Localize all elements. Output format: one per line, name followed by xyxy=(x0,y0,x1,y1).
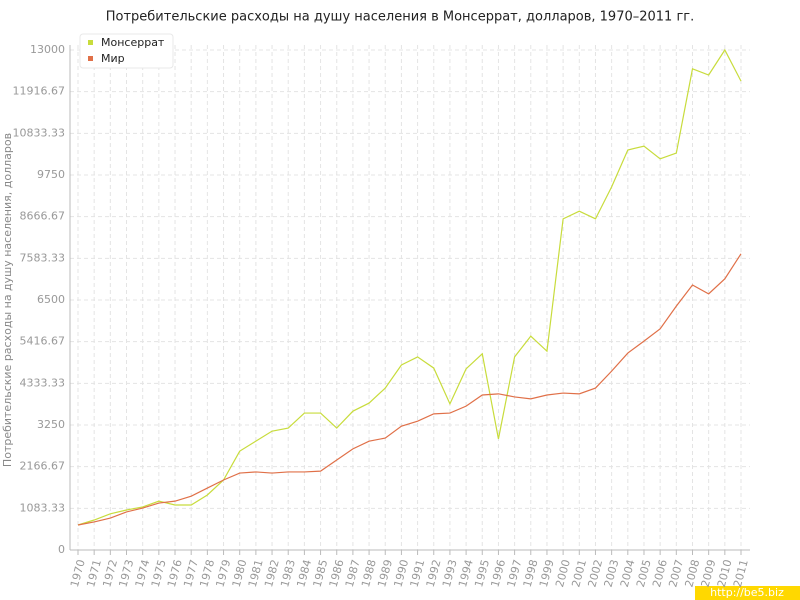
y-tick-label: 2166.67 xyxy=(20,460,66,473)
legend-label: Монсеррат xyxy=(101,36,165,49)
line-series xyxy=(77,48,742,526)
watermark: http://be5.biz xyxy=(710,586,784,599)
plot-area xyxy=(70,45,750,550)
legend-swatch xyxy=(88,40,93,45)
y-tick-label: 13000 xyxy=(30,43,65,56)
y-tick-label: 4333.33 xyxy=(20,376,66,389)
line-series xyxy=(77,253,742,526)
y-tick-label: 9750 xyxy=(37,168,65,181)
chart-title: Потребительские расходы на душу населени… xyxy=(106,10,695,25)
legend-label: Мир xyxy=(101,52,125,65)
y-tick-label: 6500 xyxy=(37,293,65,306)
y-tick-label: 3250 xyxy=(37,418,65,431)
y-tick-label: 7583.33 xyxy=(20,251,66,264)
y-tick-label: 1083.33 xyxy=(20,501,66,514)
y-tick-label: 5416.67 xyxy=(20,335,66,348)
legend-swatch xyxy=(88,56,93,61)
y-tick-label: 8666.67 xyxy=(20,210,66,223)
y-tick-label: 0 xyxy=(58,543,65,556)
watermark-bg xyxy=(695,586,800,600)
y-tick-label: 11916.67 xyxy=(13,85,66,98)
y-tick-label: 10833.33 xyxy=(13,126,66,139)
y-axis-label: Потребительские расходы на душу населени… xyxy=(1,133,14,467)
legend-box xyxy=(79,33,174,69)
